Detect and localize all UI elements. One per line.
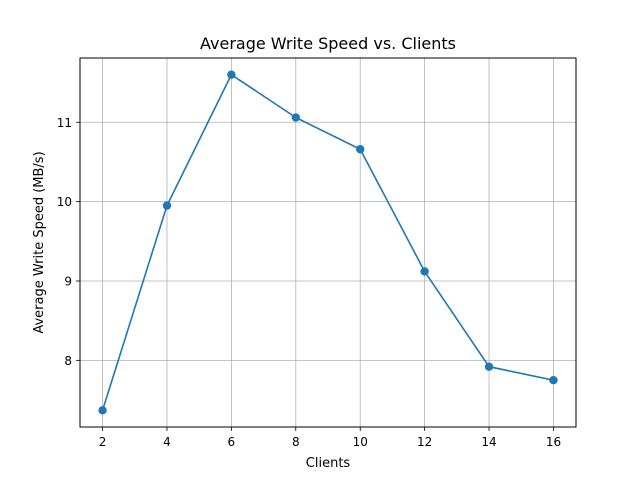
chart-title: Average Write Speed vs. Clients (200, 34, 456, 53)
y-tick-label: 8 (64, 354, 72, 368)
x-tick-label: 8 (292, 435, 300, 449)
x-tick-label: 2 (99, 435, 107, 449)
x-axis-label: Clients (306, 456, 351, 471)
data-point (98, 406, 107, 415)
x-tick-label: 12 (417, 435, 432, 449)
data-point (549, 375, 558, 385)
data-point (162, 201, 172, 210)
y-tick-label: 11 (57, 116, 72, 130)
x-tick-label: 16 (546, 435, 561, 449)
x-tick-label: 14 (481, 435, 496, 449)
series-line (101, 73, 554, 411)
x-tick-label: 6 (228, 435, 236, 449)
data-point (484, 362, 494, 371)
data-point (227, 70, 236, 79)
data-point (291, 113, 300, 122)
y-axis-label: Average Write Speed (MB/s) (32, 151, 47, 333)
y-tick-label: 9 (64, 274, 72, 288)
series-layer (98, 70, 558, 415)
x-tick-label: 4 (163, 435, 171, 449)
grid (80, 58, 576, 427)
x-tick-label: 10 (353, 435, 368, 449)
data-point (356, 145, 365, 154)
axis-ticks: 2 4 6 8 10 12 14 16 8 9 10 11 (57, 116, 561, 449)
data-point (420, 267, 429, 276)
plot-area-frame (79, 57, 577, 428)
y-tick-label: 10 (57, 195, 72, 209)
